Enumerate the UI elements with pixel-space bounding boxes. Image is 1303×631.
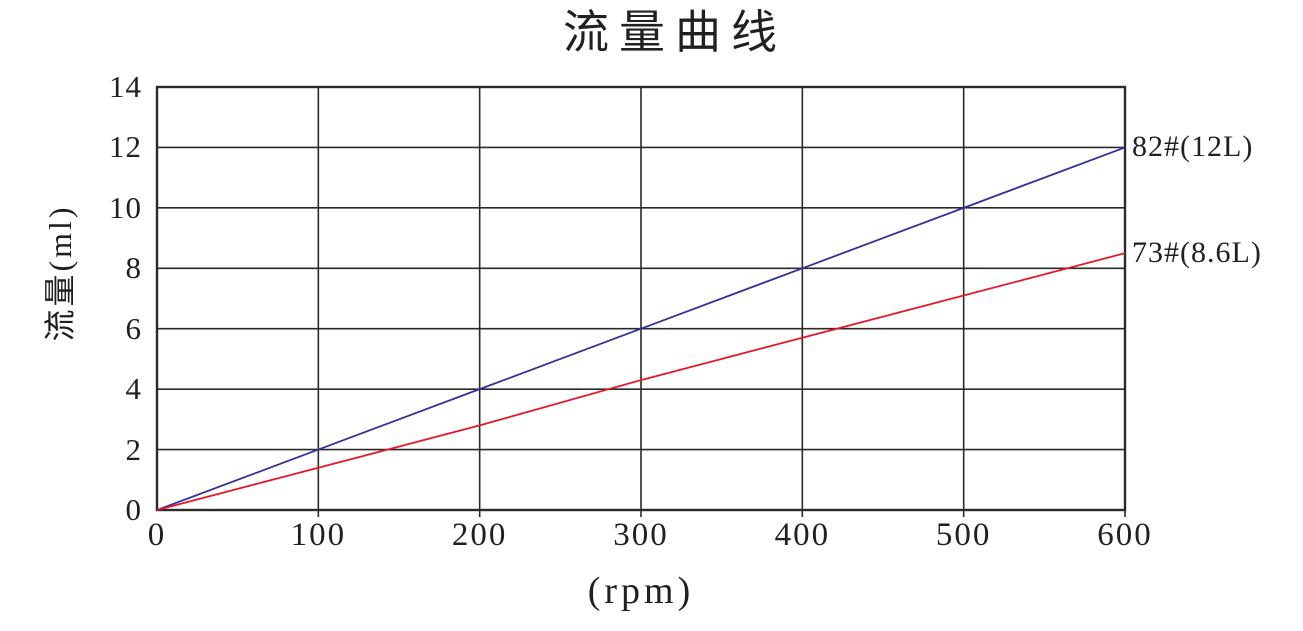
- x-tick-label: 500: [935, 517, 992, 553]
- y-tick-label: 8: [125, 250, 142, 286]
- plot-border: [155, 85, 1127, 512]
- y-tick-label: 12: [109, 129, 142, 165]
- grid-lines: [155, 85, 1127, 517]
- x-tick-label: 200: [451, 517, 508, 553]
- series-line-0: [156, 146, 1126, 511]
- y-tick-label: 6: [125, 310, 142, 346]
- y-tick-label: 2: [125, 431, 142, 467]
- x-axis-label: (rpm): [587, 570, 695, 612]
- y-tick-label: 4: [125, 371, 142, 407]
- x-tick-label: 100: [290, 517, 347, 553]
- series-line-1: [156, 252, 1126, 511]
- x-tick-label: 0: [147, 517, 167, 553]
- legend-label-73: 73#(8.6L): [1132, 236, 1262, 270]
- x-tick-label: 300: [613, 517, 669, 553]
- y-tick-label: 10: [109, 189, 142, 225]
- x-tick-label: 600: [1097, 517, 1153, 553]
- y-tick-label: 0: [125, 492, 142, 527]
- series-lines: [156, 146, 1126, 511]
- x-tick-label: 400: [774, 517, 831, 553]
- y-tick-label: 14: [109, 69, 142, 104]
- chart-title: 流量曲线: [563, 7, 787, 58]
- legend-label-82: 82#(12L): [1132, 130, 1254, 164]
